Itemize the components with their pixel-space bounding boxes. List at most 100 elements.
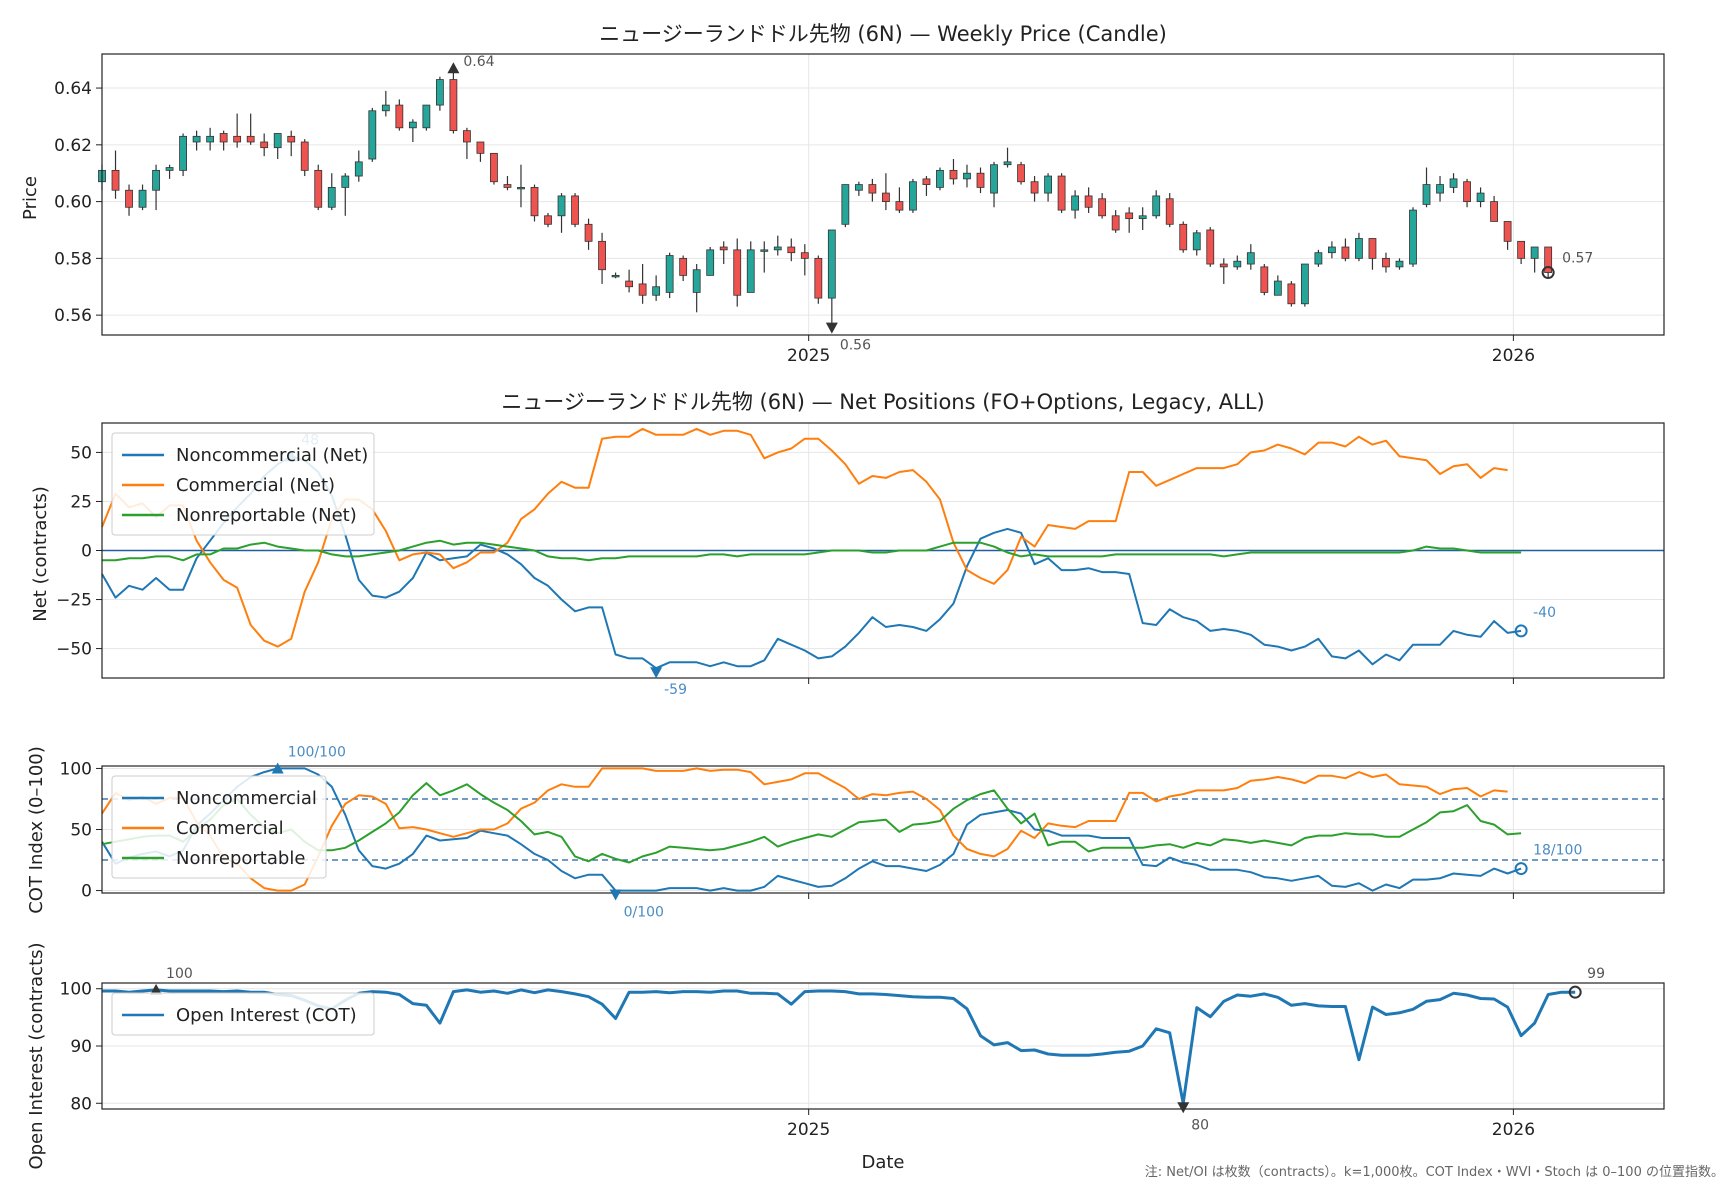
candle-body [1341, 246, 1350, 259]
candle-body [1044, 175, 1052, 194]
candle-body [760, 249, 769, 252]
candle-body [1449, 178, 1458, 188]
oi-ytick-label: 90 [70, 1037, 92, 1057]
candle-body [1544, 246, 1553, 273]
candle-body [395, 104, 404, 129]
net-legend-label: Commercial (Net) [176, 475, 335, 496]
candle-body [152, 169, 160, 191]
candle-body [1463, 181, 1471, 202]
candle-body [1382, 257, 1390, 268]
cot-last-marker [1514, 862, 1528, 876]
net-ytick-label: 50 [70, 443, 92, 463]
candle-body [881, 192, 890, 202]
cot-panel: 0 50 100 100/100 0/100 18/100 Noncommercial Com… [60, 744, 1665, 921]
net-ylabel: Net (contracts) [30, 486, 51, 622]
candle-body [868, 184, 877, 194]
candle-body [1071, 195, 1080, 211]
candle-body [1165, 198, 1174, 225]
cot-axes-frame [101, 765, 1665, 894]
cot-last-label: 18/100 [1533, 843, 1582, 859]
candle-body [1328, 246, 1336, 254]
candle-body [246, 135, 255, 143]
candle-body [706, 249, 715, 276]
candle-body [1490, 201, 1498, 222]
net-series-line [102, 539, 1522, 562]
candle-body [976, 172, 985, 188]
candle-body [746, 249, 755, 293]
candle-body [949, 169, 958, 180]
candle-body [733, 249, 742, 296]
candle-body [1314, 252, 1323, 265]
candle-body [787, 246, 796, 254]
candle-body [936, 169, 944, 188]
candle-body [300, 141, 309, 171]
candle-body [111, 169, 120, 191]
cot-legend-label: Commercial [176, 818, 284, 839]
candle-body [638, 283, 647, 296]
candle-body [260, 141, 269, 149]
net-legend [111, 432, 375, 536]
candle-body [1260, 266, 1269, 293]
cot-legend-label: Noncommercial [176, 788, 317, 809]
candle-body [368, 110, 377, 160]
candle-body [233, 135, 242, 143]
oi-legend-label: Open Interest (COT) [176, 1005, 357, 1026]
candle-body [963, 172, 971, 180]
candle-body [490, 152, 498, 183]
candle-body [571, 195, 579, 225]
candle-body [408, 121, 417, 129]
price-high-marker [447, 62, 460, 74]
candle-body [354, 161, 363, 177]
candle-body [1111, 215, 1120, 231]
candle-body [219, 133, 228, 143]
candle-body [1436, 184, 1444, 194]
candle-body [287, 135, 296, 143]
price-xtick-label: 2025 [787, 346, 830, 366]
cot-series-line [101, 782, 1522, 864]
candle-body [909, 181, 917, 211]
price-ytick-label: 0.60 [54, 193, 92, 213]
candle-body [435, 79, 444, 106]
candle-body [327, 187, 336, 208]
candle-body [179, 135, 187, 171]
cot-ylabel: COT Index (0–100) [26, 746, 47, 914]
candle-body [463, 130, 471, 143]
candle-body [625, 280, 634, 288]
candle-body [841, 184, 850, 225]
net-axes-frame [101, 422, 1665, 679]
candle-body [1219, 263, 1228, 268]
candle-body [827, 229, 836, 299]
candle-body [1152, 195, 1161, 217]
net-legend-label: Nonreportable (Net) [176, 505, 357, 526]
price-chart-title: ニュージーランドドル先物 (6N) — Weekly Price (Candle… [599, 22, 1167, 46]
net-last-marker [1514, 624, 1528, 638]
candle-body [544, 215, 552, 225]
candle-body [1030, 181, 1039, 194]
candle-body [314, 169, 323, 208]
candle-body [341, 175, 350, 188]
price-ytick-label: 0.58 [54, 249, 92, 269]
candle-body [1409, 209, 1417, 265]
oi-ytick-label: 80 [70, 1094, 92, 1114]
oi-low-marker [1177, 1102, 1190, 1114]
candle-body [1355, 238, 1363, 259]
candle-body [165, 167, 174, 171]
price-low-label: 0.56 [840, 338, 871, 354]
candle-body [476, 141, 485, 154]
candle-body [1125, 212, 1134, 220]
candle-body [1530, 246, 1539, 259]
cot-series-line [101, 767, 1508, 892]
candle-body [1057, 175, 1066, 211]
candle-body [517, 187, 525, 190]
oi-last-marker [1568, 985, 1582, 999]
candle-body [557, 195, 566, 217]
cot-low-label: 0/100 [624, 905, 664, 921]
candle-body [719, 246, 728, 251]
candle-body [192, 135, 201, 143]
net-last-label: -40 [1533, 605, 1556, 621]
candle-body [895, 201, 904, 211]
net-low-label: -59 [664, 682, 687, 698]
cot-ytick-label: 50 [70, 821, 92, 841]
net-ytick-label: −25 [56, 591, 92, 611]
